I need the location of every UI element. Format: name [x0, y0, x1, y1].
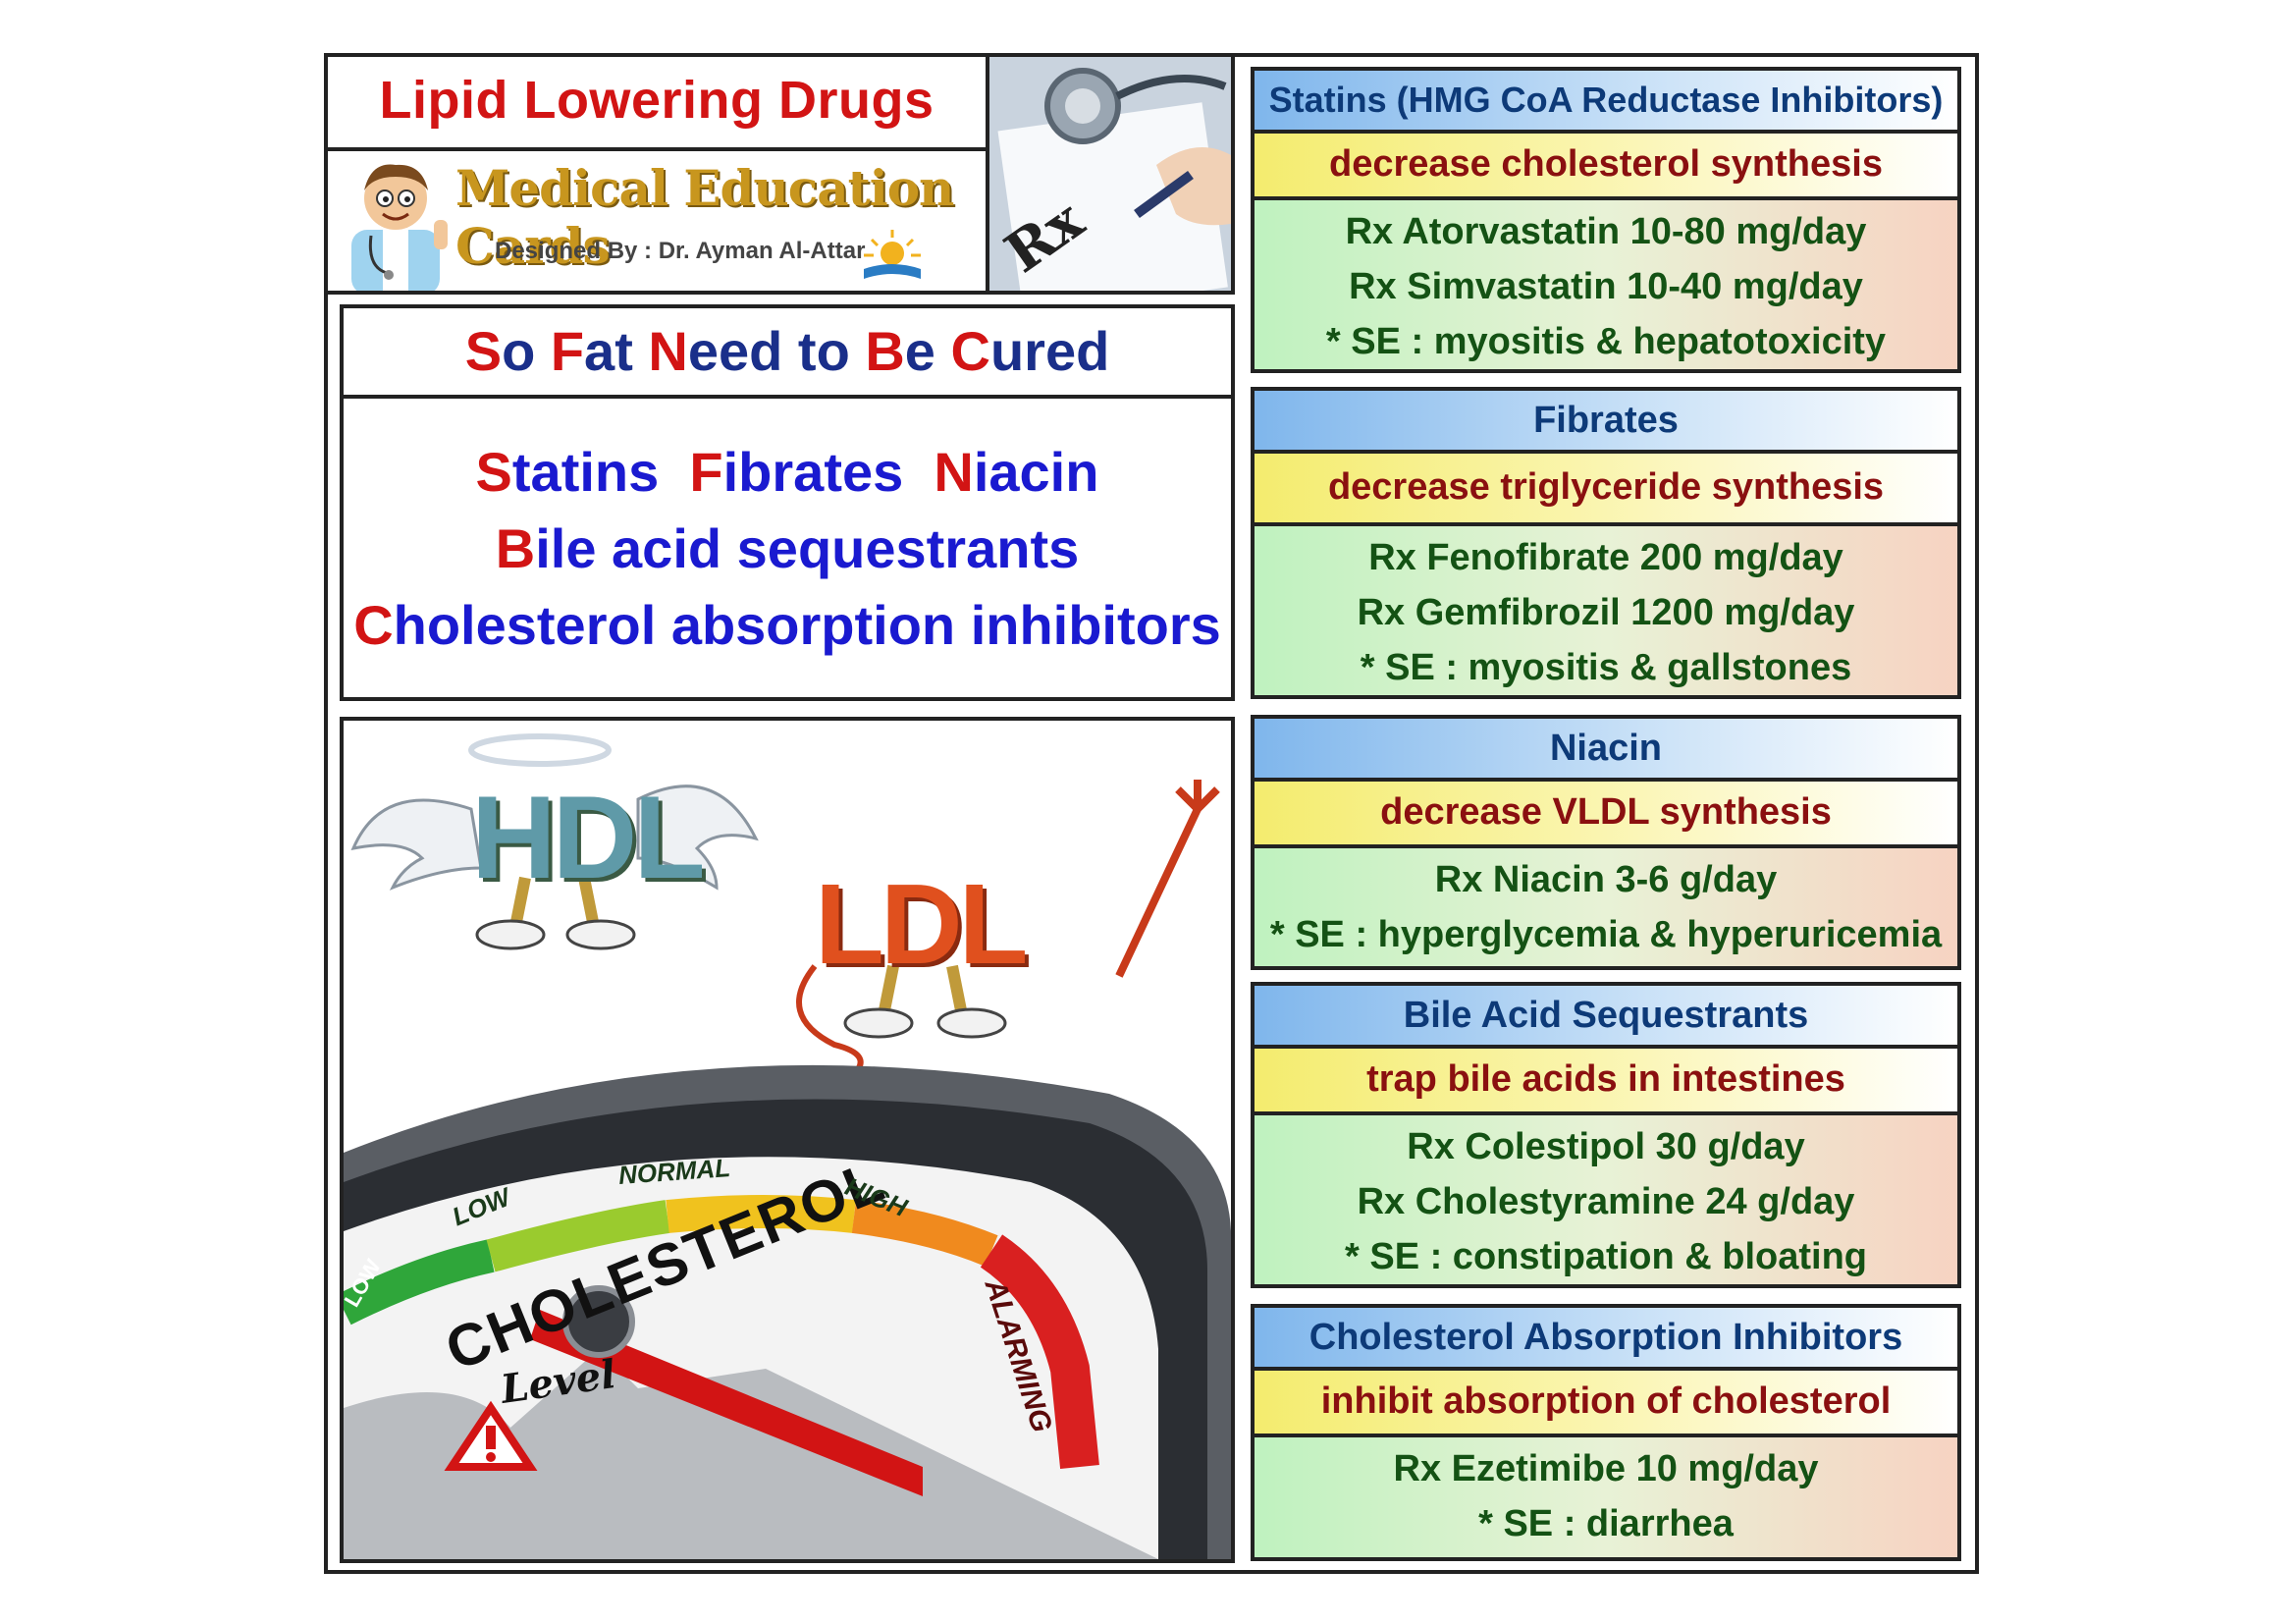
drug-card-fibrates: Fibrates decrease triglyceride synthesis…: [1251, 387, 1961, 699]
doctor-cartoon-icon: [351, 164, 448, 291]
drug-prescriptions: Rx Niacin 3-6 g/day * SE : hyperglycemia…: [1251, 848, 1961, 970]
rx-line: Rx Niacin 3-6 g/day: [1434, 859, 1778, 900]
mnemonic-rest-f: at: [584, 320, 649, 382]
drug-mechanism: decrease cholesterol synthesis: [1251, 134, 1961, 200]
initial-statins: S: [475, 441, 512, 503]
hdl-ldl-gauge-illustration: [344, 733, 1231, 1559]
initial-fibrates: F: [689, 441, 723, 503]
mnemonic-letter-n: N: [648, 320, 688, 382]
classes-line-3: Cholesterol absorption inhibitors: [344, 587, 1231, 664]
hdl-label: HDL: [471, 772, 706, 903]
rx-line: Rx Gemfibrozil 1200 mg/day: [1357, 592, 1855, 633]
drug-mechanism: trap bile acids in intestines: [1251, 1049, 1961, 1115]
title-box: Lipid Lowering Drugs: [324, 53, 989, 151]
rx-line: Rx Fenofibrate 200 mg/day: [1368, 537, 1843, 578]
rx-line: Rx Cholestyramine 24 g/day: [1357, 1181, 1855, 1222]
drug-mechanism: decrease triglyceride synthesis: [1251, 454, 1961, 526]
class-statins: tatins: [511, 441, 660, 503]
brand-title: Medical Education Cards: [455, 159, 954, 275]
class-niacin: iacin: [973, 441, 1099, 503]
rx-line: * SE : diarrhea: [1478, 1503, 1734, 1544]
rx-line: Rx Simvastatin 10-40 mg/day: [1349, 266, 1863, 307]
mnemonic-rest-s: o: [502, 320, 551, 382]
illustration-box: HDL LDL CHOLESTEROL Level LOW LOW NORMAL…: [340, 717, 1235, 1563]
drug-name: Fibrates: [1251, 387, 1961, 454]
drug-prescriptions: Rx Fenofibrate 200 mg/day Rx Gemfibrozil…: [1251, 526, 1961, 699]
drug-name: Cholesterol Absorption Inhibitors: [1251, 1304, 1961, 1371]
classes-line-2: Bile acid sequestrants: [344, 511, 1231, 587]
drug-card-niacin: Niacin decrease VLDL synthesis Rx Niacin…: [1251, 715, 1961, 970]
sun-book-logo-icon: [864, 230, 921, 279]
rx-line: Rx Colestipol 30 g/day: [1407, 1126, 1805, 1167]
designer-credit: Designed By : Dr. Ayman Al-Attar: [495, 238, 866, 264]
mnemonic-rest-b: e: [904, 320, 951, 382]
stethoscope-prescription-icon: [989, 57, 1231, 291]
drug-card-statins: Statins (HMG CoA Reductase Inhibitors) d…: [1251, 67, 1961, 373]
drug-card-bile-acid: Bile Acid Sequestrants trap bile acids i…: [1251, 982, 1961, 1288]
mnemonic-box: So Fat Need to Be Cured: [340, 304, 1235, 399]
rx-line: * SE : myositis & hepatotoxicity: [1325, 321, 1887, 362]
initial-bile: B: [495, 517, 536, 579]
mnemonic-letter-s: S: [464, 320, 503, 382]
mnemonic-phrase: So Fat Need to Be Cured: [344, 308, 1231, 395]
rx-line: Rx Atorvastatin 10-80 mg/day: [1345, 211, 1867, 252]
drug-card-cholesterol-absorption: Cholesterol Absorption Inhibitors inhibi…: [1251, 1304, 1961, 1561]
rx-line: * SE : constipation & bloating: [1345, 1236, 1867, 1277]
classes-line-1: Statins Fibrates Niacin: [344, 434, 1231, 511]
initial-niacin: N: [934, 441, 974, 503]
drug-mechanism: decrease VLDL synthesis: [1251, 782, 1961, 848]
drug-prescriptions: Rx Atorvastatin 10-80 mg/day Rx Simvasta…: [1251, 200, 1961, 373]
drug-mechanism: inhibit absorption of cholesterol: [1251, 1371, 1961, 1437]
initial-cholesterol: C: [353, 594, 394, 656]
class-bile-acid: ile acid sequestrants: [535, 517, 1080, 579]
class-cholesterol-absorption: holesterol absorption inhibitors: [393, 594, 1221, 656]
ldl-label: LDL: [815, 860, 1028, 988]
mnemonic-letter-f: F: [550, 320, 585, 382]
rx-line: Rx Ezetimibe 10 mg/day: [1393, 1448, 1819, 1489]
drug-prescriptions: Rx Ezetimibe 10 mg/day * SE : diarrhea: [1251, 1437, 1961, 1561]
drug-classes-box: Statins Fibrates Niacin Bile acid seques…: [340, 395, 1235, 701]
mnemonic-letter-c: C: [950, 320, 990, 382]
drug-name: Bile Acid Sequestrants: [1251, 982, 1961, 1049]
drug-name: Statins (HMG CoA Reductase Inhibitors): [1251, 67, 1961, 134]
brand-box: Medical Education Cards Designed By : Dr…: [324, 147, 989, 295]
rx-line: * SE : myositis & gallstones: [1360, 647, 1852, 688]
mnemonic-letter-b: B: [865, 320, 905, 382]
page-title: Lipid Lowering Drugs: [379, 71, 934, 130]
mnemonic-rest-c: ured: [989, 320, 1110, 382]
rx-line: * SE : hyperglycemia & hyperuricemia: [1269, 914, 1943, 955]
drug-name: Niacin: [1251, 715, 1961, 782]
drug-prescriptions: Rx Colestipol 30 g/day Rx Cholestyramine…: [1251, 1115, 1961, 1288]
prescription-image: Rx: [986, 53, 1235, 295]
class-fibrates: ibrates: [722, 441, 904, 503]
mnemonic-rest-n: eed to: [687, 320, 866, 382]
